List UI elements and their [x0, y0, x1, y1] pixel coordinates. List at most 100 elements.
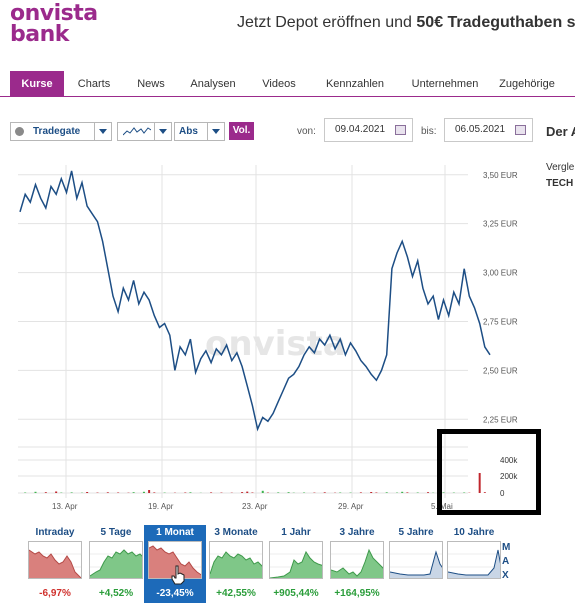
tab-videos[interactable]: Videos — [262, 78, 296, 90]
volume-tick-label: 0 — [500, 489, 505, 498]
volume-bar — [251, 492, 254, 493]
volume-bar — [246, 491, 249, 493]
tab-analysen[interactable]: Analysen — [190, 78, 236, 90]
tab-charts[interactable]: Charts — [77, 78, 111, 90]
hand-cursor-icon — [170, 565, 186, 590]
line-chart-icon — [123, 127, 151, 136]
price-line — [19, 170, 491, 432]
timeframe-1-monat[interactable]: 1 Monat -23,45% — [144, 525, 206, 603]
timeframe-thumbnail — [209, 541, 263, 579]
volume-bar — [184, 492, 187, 493]
volume-bar — [24, 492, 27, 493]
logo-line2: bank — [10, 22, 69, 47]
timeframe-thumbnail — [447, 541, 501, 579]
timeframe-5-tage[interactable]: 5 Tage +4,52% — [85, 525, 147, 603]
to-date-value: 06.05.2021 — [455, 124, 506, 135]
calendar-icon[interactable] — [395, 125, 406, 135]
timeframe-intraday[interactable]: Intraday -6,97% — [24, 525, 86, 603]
calendar-icon[interactable] — [515, 125, 526, 135]
volume-bar — [142, 491, 145, 493]
volume-bar — [427, 492, 430, 493]
volume-bar — [323, 492, 326, 493]
scale-select[interactable]: Abs — [174, 122, 225, 141]
promo-banner[interactable]: Jetzt Depot eröffnen und 50€ Tradeguthab… — [237, 14, 575, 32]
volume-bar — [106, 492, 109, 493]
max-letter-a: A — [502, 556, 510, 567]
timeframe-10-jahre[interactable]: 10 Jahre — [443, 525, 505, 603]
timeframe-label: 5 Jahre — [398, 527, 434, 538]
volume-bar — [359, 492, 362, 493]
volume-bar — [70, 492, 73, 493]
volume-bar — [385, 492, 388, 493]
timeframe-label: 1 Monat — [156, 527, 194, 538]
scale-value: Abs — [179, 126, 198, 137]
promo-bold: 50€ Tradeguthaben s — [416, 14, 575, 31]
timeframe-change: +905,44% — [273, 588, 319, 599]
timeframe-change: +4,52% — [98, 588, 134, 599]
side-panel-title: Der A — [546, 124, 575, 139]
timeframe-1-jahr[interactable]: 1 Jahr +905,44% — [265, 525, 327, 603]
max-letter-m: M — [502, 542, 511, 553]
highlight-box — [437, 429, 541, 515]
exchange-select[interactable]: Tradegate — [10, 122, 112, 141]
volume-bar — [261, 490, 264, 493]
price-chart[interactable]: 3,50 EUR 3,25 EUR 3,00 EUR 2,75 EUR 2,50 EUR… — [0, 165, 530, 520]
volume-toggle-button[interactable]: Vol. — [229, 122, 254, 140]
volume-bar — [86, 492, 89, 493]
max-letter-x: X — [502, 570, 509, 581]
y-tick-label: 2,75 EUR — [483, 317, 518, 326]
chevron-down-icon — [154, 123, 171, 140]
y-tick-label: 3,00 EUR — [483, 269, 518, 278]
timeframe-label: 5 Tage — [100, 527, 132, 538]
promo-text: Jetzt Depot eröffnen und — [237, 14, 417, 31]
to-date-input[interactable]: 06.05.2021 — [444, 118, 533, 142]
timeframe-thumbnail — [148, 541, 202, 579]
volume-bar — [406, 492, 409, 493]
timeframe-thumbnail — [269, 541, 323, 579]
x-tick-label: 19. Apr — [148, 502, 174, 511]
tab-kurse[interactable]: Kurse — [10, 71, 64, 97]
chart-type-select[interactable] — [117, 122, 172, 141]
tab-kennzahlen[interactable]: Kennzahlen — [325, 78, 385, 90]
volume-bar — [34, 491, 37, 493]
y-tick-label: 3,25 EUR — [483, 220, 518, 229]
chevron-down-icon — [94, 123, 111, 140]
from-date-input[interactable]: 09.04.2021 — [324, 118, 413, 142]
timeframe-thumbnail — [330, 541, 384, 579]
timeframe-label: Intraday — [35, 527, 75, 538]
volume-bar — [55, 491, 58, 493]
timeframe-5-jahre[interactable]: 5 Jahre — [385, 525, 447, 603]
volume-bar — [416, 492, 419, 493]
timeframe-3-monate[interactable]: 3 Monate +42,55% — [205, 525, 267, 603]
x-tick-label: 13. Apr — [52, 502, 78, 511]
x-tick-label: 29. Apr — [338, 502, 364, 511]
timeframe-change: +42,55% — [216, 588, 256, 599]
side-panel-text: Vergle TECH — [546, 160, 574, 192]
to-label: bis: — [421, 126, 437, 137]
volume-bar — [478, 473, 481, 493]
volume-bar — [153, 492, 156, 493]
volume-bar — [44, 492, 47, 493]
timeframe-label: 10 Jahre — [453, 527, 495, 538]
from-label: von: — [297, 126, 316, 137]
timeframe-3-jahre[interactable]: 3 Jahre +164,95% — [326, 525, 388, 603]
volume-bar — [117, 492, 120, 493]
logo-line1: onvista — [10, 1, 98, 26]
tab-zugehoerige[interactable]: Zugehörige — [499, 78, 555, 90]
timeframe-label: 3 Monate — [214, 527, 258, 538]
volume-bar — [370, 492, 373, 493]
max-timeframe-button[interactable]: M A X — [502, 541, 510, 583]
volume-bar — [148, 490, 151, 493]
volume-bar — [210, 492, 213, 493]
volume-bar — [132, 492, 135, 493]
volume-bar — [483, 492, 486, 493]
timeframe-change: -23,45% — [156, 588, 194, 599]
tab-news[interactable]: News — [137, 78, 165, 90]
timeframe-thumbnail — [28, 541, 82, 579]
volume-bar — [401, 491, 404, 493]
onvista-bank-logo[interactable]: onvista bank — [10, 1, 98, 47]
tab-unternehmen[interactable]: Unternehmen — [411, 78, 479, 90]
timeframe-label: 3 Jahre — [339, 527, 375, 538]
y-tick-label: 2,25 EUR — [483, 415, 518, 424]
chevron-down-icon — [207, 123, 224, 140]
